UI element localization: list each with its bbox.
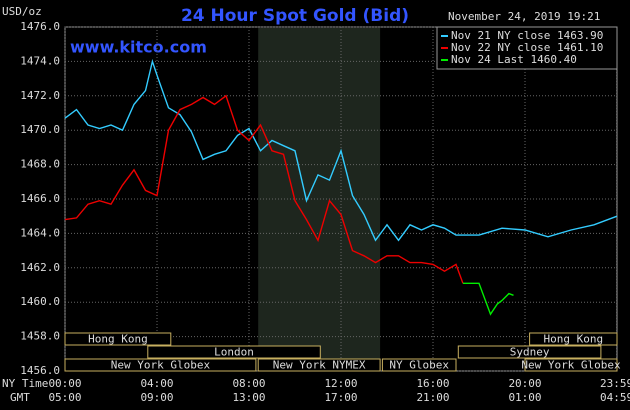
x-gmt-label: 04:59 [600, 391, 630, 404]
session-label: New York Globex [521, 359, 621, 372]
legend-box [436, 26, 618, 70]
session-label: NY Globex [389, 359, 449, 372]
session-bar [64, 358, 257, 372]
session-bar [147, 345, 321, 359]
session-bar [257, 358, 381, 372]
watermark: www.kitco.com [70, 38, 207, 57]
shaded-region [258, 28, 381, 371]
y-tick-label: 1470.0 [20, 123, 60, 136]
chart-title: 24 Hour Spot Gold (Bid) [181, 6, 409, 26]
session-label: Hong Kong [543, 333, 603, 346]
y-tick-label: 1476.0 [20, 20, 60, 33]
session-label: Sydney [510, 346, 550, 359]
x-gmt-label: 17:00 [324, 391, 357, 404]
y-tick-label: 1462.0 [20, 261, 60, 274]
series-line [64, 94, 464, 284]
x-gmt-label: 05:00 [48, 391, 81, 404]
session-bar [381, 358, 457, 372]
session-bar [524, 358, 618, 372]
session-label: London [214, 346, 254, 359]
session-label: New York Globex [111, 359, 211, 372]
x-tick-label: 04:00 [140, 377, 173, 390]
series-line [64, 58, 618, 242]
timestamp: November 24, 2019 19:21 [448, 10, 600, 23]
x-tick-label: 12:00 [324, 377, 357, 390]
x-tick-label: 20:00 [508, 377, 541, 390]
x-gmt-label: 01:00 [508, 391, 541, 404]
session-bar [529, 332, 618, 346]
x-gmt-label: 13:00 [232, 391, 265, 404]
series-line [462, 282, 514, 316]
legend-label: Nov 21 NY close 1463.90 [451, 29, 603, 42]
x-tick-label: 08:00 [232, 377, 265, 390]
x-gmt-label: 21:00 [416, 391, 449, 404]
y-tick-label: 1466.0 [20, 192, 60, 205]
x-tick-label: 23:59 [600, 377, 630, 390]
session-bar [457, 345, 602, 359]
session-label: New York NYMEX [273, 359, 366, 372]
session-label: Hong Kong [88, 333, 148, 346]
x-tick-label: 00:00 [48, 377, 81, 390]
y-tick-label: 1474.0 [20, 54, 60, 67]
x-row-label: GMT [10, 391, 30, 404]
y-axis-label: USD/oz [2, 5, 42, 18]
y-tick-label: 1464.0 [20, 226, 60, 239]
y-tick-label: 1456.0 [20, 364, 60, 377]
x-row-label: NY Time [2, 377, 48, 390]
legend-label: Nov 24 Last 1460.40 [451, 53, 577, 66]
legend-label: Nov 22 NY close 1461.10 [451, 41, 603, 54]
session-bar [64, 332, 172, 346]
y-tick-label: 1460.0 [20, 295, 60, 308]
y-tick-label: 1458.0 [20, 330, 60, 343]
x-gmt-label: 09:00 [140, 391, 173, 404]
y-tick-label: 1472.0 [20, 89, 60, 102]
y-tick-label: 1468.0 [20, 158, 60, 171]
x-tick-label: 16:00 [416, 377, 449, 390]
